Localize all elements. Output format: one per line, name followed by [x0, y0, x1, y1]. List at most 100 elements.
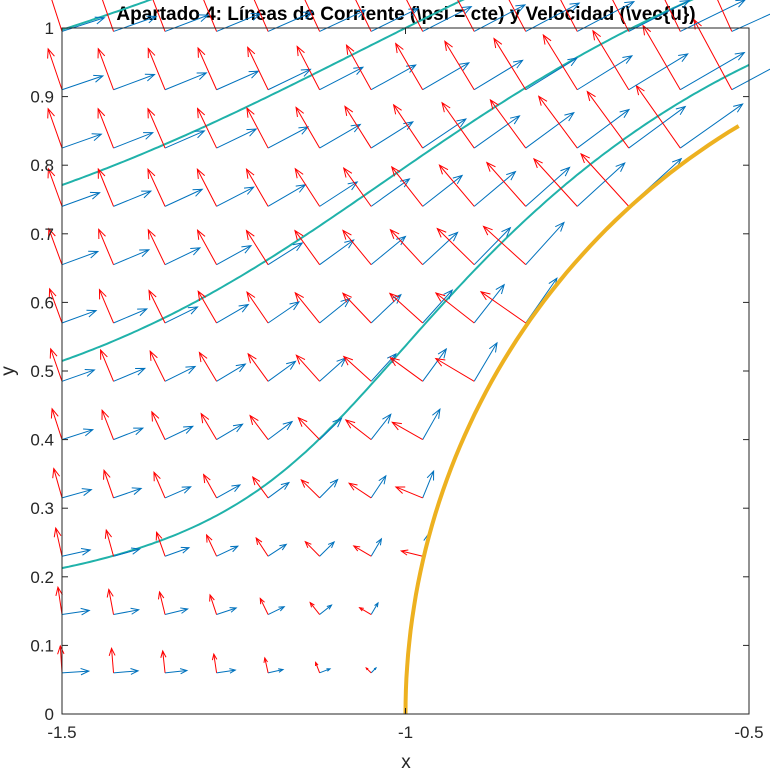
normal-arrow — [249, 414, 269, 440]
velocity-arrow — [680, 103, 744, 149]
velocity-arrow — [164, 607, 189, 616]
velocity-arrow — [113, 367, 147, 382]
velocity-arrow — [61, 547, 92, 557]
normal-arrow — [392, 103, 424, 149]
velocity-arrow — [370, 413, 392, 440]
velocity-arrow — [164, 425, 195, 441]
normal-arrow — [55, 585, 63, 615]
normal-arrow — [48, 287, 63, 324]
normal-arrow — [101, 409, 114, 440]
normal-arrow — [245, 229, 269, 265]
velocity-arrow — [267, 606, 286, 615]
velocity-arrow — [267, 481, 291, 499]
velocity-arrow — [216, 668, 237, 674]
velocity-arrow — [267, 68, 312, 91]
normal-arrow — [508, 0, 527, 32]
y-tick-label: 0.9 — [30, 88, 54, 107]
normal-arrow — [344, 419, 372, 440]
normal-arrow — [342, 229, 372, 265]
velocity-arrow — [628, 53, 689, 91]
normal-arrow — [438, 164, 475, 207]
normal-arrow — [296, 45, 321, 90]
y-tick-label: 0.6 — [30, 293, 54, 312]
velocity-arrow — [473, 283, 506, 324]
velocity-arrow — [628, 105, 687, 149]
normal-arrow — [489, 98, 527, 149]
normal-arrow — [50, 407, 63, 440]
x-tick-label: -0.5 — [734, 723, 763, 742]
normal-arrow — [246, 290, 269, 324]
velocity-arrow — [61, 133, 103, 149]
velocity-arrow — [525, 111, 575, 149]
normal-arrow — [200, 412, 218, 440]
normal-arrow — [52, 467, 63, 499]
x-axis-label: x — [401, 752, 411, 772]
normal-arrow — [97, 47, 114, 90]
normal-arrow — [98, 288, 114, 324]
velocity-arrow — [319, 478, 339, 499]
normal-arrow — [57, 644, 65, 673]
velocity-arrow — [370, 64, 417, 91]
velocity-arrow — [370, 121, 414, 149]
x-tick-label: -1.5 — [47, 723, 76, 742]
velocity-arrow — [473, 341, 498, 382]
normal-arrow — [255, 536, 269, 557]
velocity-arrow — [113, 15, 158, 32]
normal-arrow — [612, 0, 630, 32]
velocity-arrow — [267, 360, 297, 382]
normal-arrow — [586, 90, 630, 149]
normal-arrow — [101, 0, 114, 32]
normal-arrow — [434, 292, 475, 324]
normal-arrow — [53, 526, 63, 557]
velocity-arrow — [319, 540, 336, 557]
normal-arrow — [297, 416, 320, 440]
normal-arrow — [493, 37, 527, 91]
velocity-arrow — [267, 184, 307, 207]
normal-arrow — [482, 225, 527, 266]
velocity-arrow — [164, 72, 208, 91]
y-tick-label: 0 — [45, 705, 54, 724]
velocity-arrow — [267, 420, 294, 441]
velocity-arrow — [113, 668, 140, 675]
normal-arrow — [352, 545, 372, 557]
normal-arrow — [304, 540, 320, 557]
velocity-arrow — [267, 242, 304, 266]
velocity-arrow — [370, 666, 377, 674]
velocity-arrow — [216, 70, 260, 91]
velocity-arrow — [370, 601, 379, 615]
normal-arrow — [592, 29, 630, 90]
normal-arrow — [197, 290, 218, 324]
velocity-arrow — [473, 115, 521, 149]
velocity-arrow — [319, 668, 332, 674]
velocity-arrow — [473, 170, 517, 207]
normal-arrow — [160, 649, 167, 673]
axis-ticks: -1.5 -1 -0.5 0 0.1 0.2 0.3 0.4 0.5 0.6 0.7 0.8 0.9 1 — [30, 19, 763, 742]
velocity-arrow — [61, 488, 93, 499]
normal-arrow — [580, 152, 630, 207]
velocity-arrow — [113, 427, 145, 441]
normal-arrow — [205, 533, 218, 557]
velocity-arrow — [61, 667, 91, 676]
normal-arrow — [48, 227, 63, 265]
velocity-arrow — [525, 166, 571, 207]
normal-arrow — [246, 106, 269, 149]
velocity-arrow — [525, 57, 579, 91]
velocity-arrow — [422, 289, 454, 324]
normal-arrow — [104, 528, 115, 557]
velocity-arrow — [164, 14, 210, 32]
normal-arrow — [389, 228, 424, 266]
normal-arrow — [533, 157, 578, 207]
velocity-arrow — [164, 668, 189, 675]
normal-arrow — [344, 105, 372, 149]
normal-arrow — [196, 229, 218, 265]
normal-arrow — [399, 549, 423, 557]
normal-arrow — [295, 354, 320, 382]
velocity-arrow — [370, 474, 387, 499]
streamline — [61, 0, 694, 362]
normal-arrow — [345, 44, 372, 90]
normal-arrow — [635, 84, 681, 149]
normal-arrow — [147, 167, 166, 207]
normal-arrow — [295, 106, 321, 149]
normal-arrow — [97, 167, 114, 207]
